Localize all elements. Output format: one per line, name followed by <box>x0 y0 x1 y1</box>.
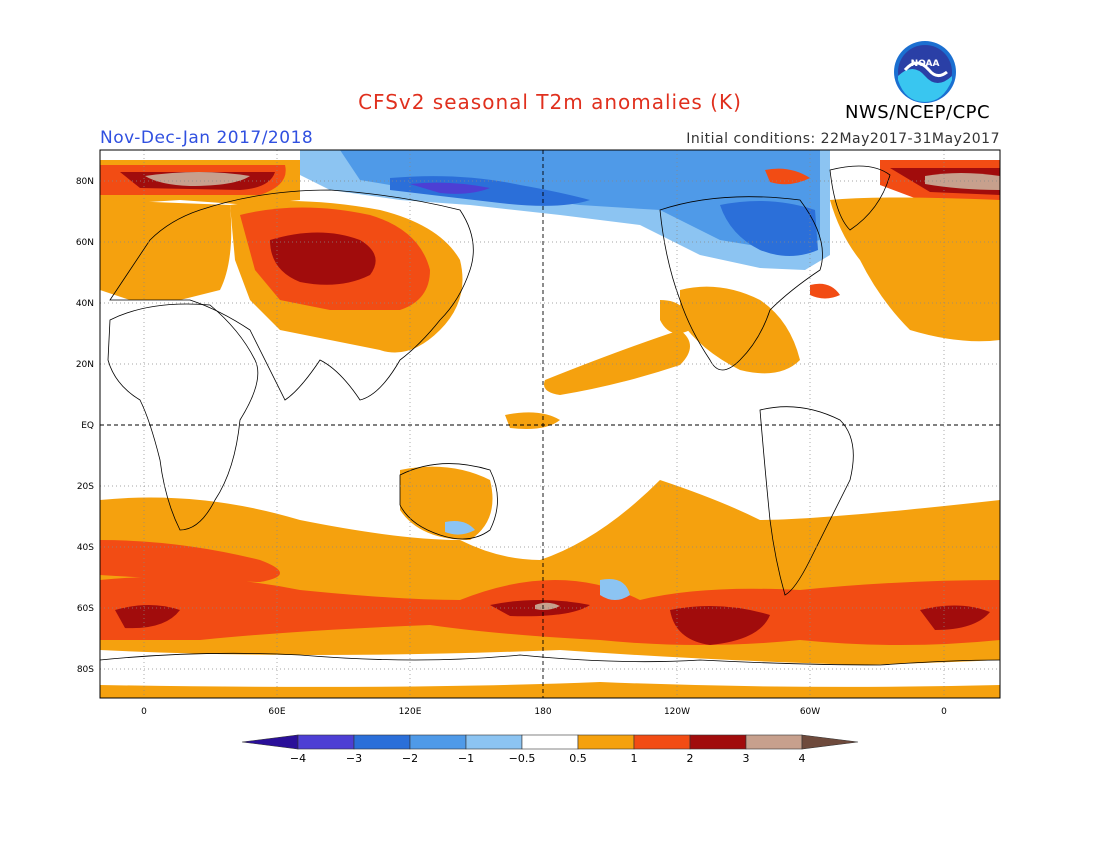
colorbar-swatch <box>689 734 747 750</box>
australia-cold <box>445 521 475 535</box>
europe-warm <box>100 200 232 300</box>
lon-label: 0 <box>141 707 147 717</box>
lon-label: 120W <box>664 707 690 717</box>
australia-outline <box>399 463 498 540</box>
reference-lines <box>100 150 1000 698</box>
greenland-outline <box>829 165 891 231</box>
siberia-warm-strong <box>270 232 376 285</box>
lat-label: 80N <box>76 177 94 187</box>
colorbar-swatch <box>577 734 635 750</box>
lat-label: EQ <box>81 421 94 431</box>
lon-label: 0 <box>941 707 947 717</box>
alaska-warm <box>765 168 810 185</box>
south-indian-warm-strong <box>115 605 180 629</box>
lon-label: 180 <box>534 707 551 717</box>
south-america-outline <box>759 406 854 596</box>
colorbar-swatch <box>521 734 579 750</box>
colorbar-arrow-left <box>241 734 299 750</box>
graticule <box>100 150 1000 698</box>
lon-label: 120E <box>399 707 422 717</box>
map-frame <box>99 149 1001 699</box>
lon-label: 60E <box>268 707 285 717</box>
antarctica-outline <box>100 652 1000 666</box>
lat-label: 60S <box>77 604 94 614</box>
colorbar-label: 0.5 <box>569 752 587 765</box>
map-title: CFSv2 seasonal T2m anomalies (K) <box>358 90 742 114</box>
coastlines <box>100 165 1000 666</box>
lat-label: 20S <box>77 482 94 492</box>
eurasia-outline <box>109 189 474 401</box>
colorbar-label: 2 <box>687 752 694 765</box>
south-atlantic-warm-strong <box>920 605 990 630</box>
noaa-logo-icon: NOAA <box>894 41 956 103</box>
equatorial-warm <box>505 412 560 429</box>
colorbar-label: 4 <box>799 752 806 765</box>
colorbar-swatch <box>409 734 467 750</box>
lat-label: 40S <box>77 543 94 553</box>
east-greenland-warm-extreme <box>925 173 1000 190</box>
colorbar-swatch <box>745 734 803 750</box>
colorbar-label: 3 <box>743 752 750 765</box>
colorbar-swatch <box>297 734 355 750</box>
pacific-warm-tongue <box>544 330 690 395</box>
lon-labels: 0 60E 120E 180 120W 60W 0 <box>141 707 947 717</box>
logo-text: NOAA <box>911 59 940 69</box>
africa-outline <box>107 303 259 531</box>
colorbar-label: 1 <box>631 752 638 765</box>
north-america-outline <box>659 196 823 371</box>
colorbar-swatch <box>353 734 411 750</box>
amundsen-warm-strong <box>670 606 770 645</box>
nova-scotia-warm <box>810 283 840 299</box>
north-atlantic-warm <box>830 197 1000 342</box>
ross-sea-warm-extreme <box>535 602 560 610</box>
colorbar-label: −0.5 <box>509 752 536 765</box>
lat-label: 60N <box>76 238 94 248</box>
colorbar-label: −1 <box>458 752 474 765</box>
colorbar-arrow-right <box>801 734 859 750</box>
north-america-warm <box>680 286 800 374</box>
colorbar-label: −2 <box>402 752 418 765</box>
australia-warm <box>400 466 493 540</box>
colorbar-swatch <box>465 734 523 750</box>
colorbar: −4 −3 −2 −1 −0.5 0.5 1 2 3 4 <box>241 734 859 765</box>
north-pacific-warm <box>660 300 690 334</box>
colorbar-label: −3 <box>346 752 362 765</box>
colorbar-label: −4 <box>290 752 306 765</box>
barents-warm-extreme <box>145 172 250 186</box>
anomaly-shading <box>100 150 1000 698</box>
antarctica-coast-white <box>100 650 1000 687</box>
lon-label: 60W <box>800 707 820 717</box>
initial-conditions-label: Initial conditions: 22May2017-31May2017 <box>686 131 1000 147</box>
southern-ocean-warm-2 <box>100 540 280 582</box>
canada-cold-strong <box>720 201 818 256</box>
lat-label: 40N <box>76 299 94 309</box>
lat-labels: 80N 60N 40N 20N EQ 20S 40S 60S 80S <box>76 177 94 675</box>
arctic-cold-extreme <box>410 182 490 194</box>
lat-label: 80S <box>77 665 94 675</box>
agency-label: NWS/NCEP/CPC <box>845 102 991 123</box>
season-label: Nov-Dec-Jan 2017/2018 <box>100 128 314 148</box>
south-pacific-cold <box>600 579 630 600</box>
colorbar-swatch <box>633 734 691 750</box>
lat-label: 20N <box>76 360 94 370</box>
